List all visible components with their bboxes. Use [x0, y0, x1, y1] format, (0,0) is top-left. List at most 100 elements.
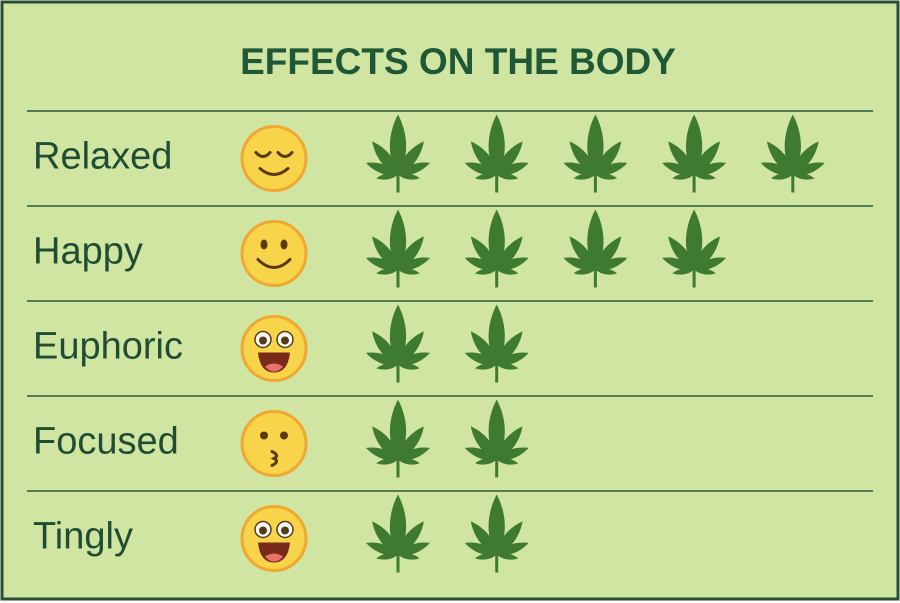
leaflet: [662, 162, 695, 176]
leaflet: [470, 521, 497, 555]
chart-title: EFFECTS ON THE BODY: [240, 41, 676, 82]
leaflet: [464, 447, 497, 461]
category-label: Focused: [33, 421, 179, 463]
leaflet: [496, 553, 519, 560]
leaflet: [372, 141, 398, 175]
leaflet: [398, 268, 420, 275]
leaflet: [792, 162, 825, 176]
leaflet: [694, 141, 720, 175]
leaflet: [389, 304, 407, 365]
leaflet: [470, 331, 497, 365]
leaf-stem: [495, 364, 499, 383]
leaf-icon: [464, 399, 529, 478]
leaflet: [398, 363, 420, 370]
emoji-eye: [280, 431, 288, 440]
leaflet: [470, 236, 497, 270]
emoji: [240, 505, 308, 572]
pictograph-row: [366, 399, 529, 478]
leaf-icon: [366, 304, 430, 383]
emoji-eye: [280, 239, 288, 250]
leaflet: [496, 257, 529, 271]
emoji-face: [240, 410, 308, 477]
leaflet: [372, 331, 398, 365]
emoji-pupil: [259, 336, 267, 345]
leaf-stem: [495, 174, 499, 193]
leaflet: [595, 141, 622, 175]
leaflet: [398, 141, 424, 175]
leaflet: [595, 257, 628, 271]
pictograph-row: [366, 304, 529, 383]
leaflet: [496, 141, 523, 175]
leaflet: [366, 542, 398, 556]
emoji-pupil: [281, 336, 289, 345]
leaflet: [389, 399, 407, 460]
leaflet: [668, 236, 695, 270]
leaf-stem: [495, 269, 499, 288]
leaf-icon: [366, 209, 430, 288]
leaflet: [496, 426, 523, 460]
emoji-mouth: [256, 258, 292, 269]
leaflet: [464, 352, 497, 366]
leaflet: [464, 162, 497, 176]
emoji-mouth: [258, 167, 290, 176]
leaf-stem: [791, 174, 795, 193]
leaflet: [366, 447, 398, 461]
leaflet: [694, 173, 716, 180]
leaflet: [496, 236, 523, 270]
leaflet: [685, 114, 703, 175]
leaflet: [366, 257, 398, 271]
emoji-tongue: [265, 363, 283, 372]
leaflet: [398, 458, 420, 465]
leaf-icon: [662, 114, 727, 193]
leaflet: [569, 236, 596, 270]
emoji: [240, 315, 308, 382]
leaf-icon: [366, 494, 430, 573]
leaflet: [398, 236, 424, 270]
leaflet: [470, 141, 497, 175]
leaflet: [569, 141, 596, 175]
leaflet: [496, 331, 523, 365]
leaflet: [488, 304, 505, 365]
leaf-stem: [593, 269, 597, 288]
leaflet: [694, 268, 716, 275]
leaflet: [398, 162, 430, 176]
leaflet: [496, 268, 519, 275]
leaflet: [470, 426, 497, 460]
leaflet: [372, 426, 398, 460]
leaflet: [496, 521, 523, 555]
emoji-eye: [260, 431, 268, 440]
leaflet: [694, 162, 727, 176]
leaf-stem: [396, 269, 400, 288]
leaflet: [587, 209, 604, 270]
leaf-icon: [464, 304, 529, 383]
emoji: [240, 410, 308, 477]
leaf-icon: [662, 209, 727, 288]
leaflet: [662, 257, 695, 271]
leaflet: [496, 447, 529, 461]
leaflet: [760, 162, 793, 176]
leaflet: [496, 542, 529, 556]
leaflet: [685, 209, 703, 270]
leaflet: [398, 426, 424, 460]
leaf-icon: [464, 494, 529, 573]
leaf-icon: [366, 399, 430, 478]
emoji: [240, 220, 308, 287]
leaf-icon: [563, 114, 628, 193]
emoji-face: [240, 125, 308, 192]
leaf-stem: [396, 554, 400, 573]
leaflet: [398, 352, 430, 366]
leaflet: [496, 173, 519, 180]
leaflet: [668, 141, 695, 175]
leaflet: [595, 268, 618, 275]
category-label: Happy: [33, 231, 143, 273]
leaflet: [563, 162, 596, 176]
leaf-icon: [366, 114, 430, 193]
leaflet: [784, 114, 801, 175]
leaflet: [496, 363, 519, 370]
leaflet: [464, 257, 497, 271]
leaflet: [595, 173, 618, 180]
leaflet: [488, 494, 505, 555]
leaflet: [496, 458, 519, 465]
leaf-icon: [760, 114, 825, 193]
leaflet: [766, 141, 793, 175]
